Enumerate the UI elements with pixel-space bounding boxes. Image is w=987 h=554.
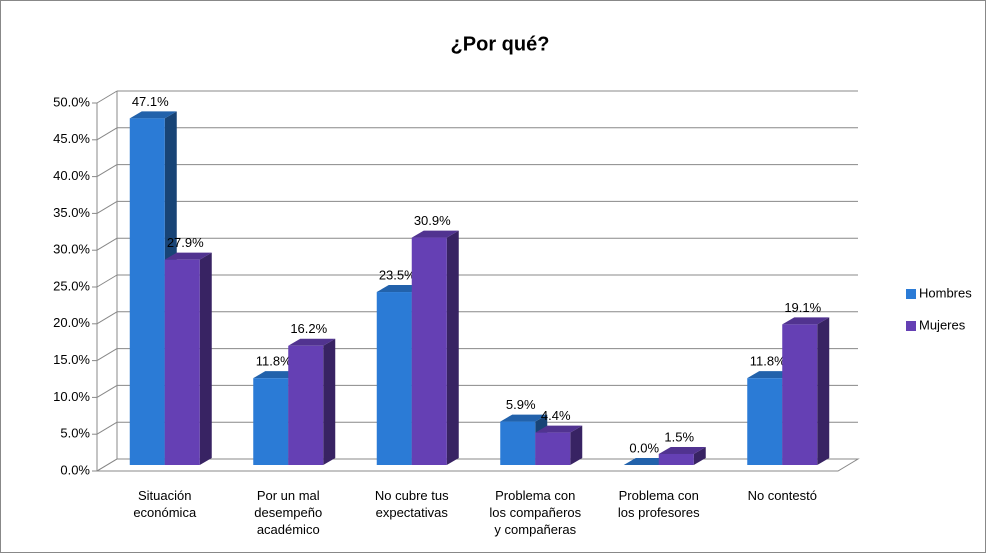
bar: [747, 378, 783, 465]
bar: [535, 432, 571, 465]
x-tick-label: No contestó: [747, 488, 817, 503]
bar: [129, 118, 165, 466]
bar-top: [500, 414, 548, 422]
y-tick-label: 25.0%: [53, 278, 90, 293]
y-tick-label: 45.0%: [53, 131, 90, 146]
y-tick-label: 0.0%: [60, 462, 90, 477]
bar-side: [693, 446, 706, 465]
y-tick-label: 5.0%: [60, 426, 90, 441]
grid-line-side: [96, 127, 118, 141]
legend-swatch: [906, 289, 916, 299]
bar-top: [782, 317, 830, 325]
grid-line-side: [96, 421, 118, 435]
data-label: 1.5%: [664, 429, 694, 444]
data-label: 11.8%: [750, 354, 786, 369]
y-tick-label: 35.0%: [53, 205, 90, 220]
bar: [164, 259, 200, 465]
data-label: 0.0%: [629, 440, 659, 455]
grid-line-side: [96, 348, 118, 362]
x-tick-label: Por un mal desempeño académico: [254, 488, 323, 537]
bar-top: [535, 425, 583, 433]
bar: [782, 324, 818, 465]
bar: [658, 453, 694, 465]
legend-label: Mujeres: [919, 317, 966, 332]
data-label: 5.9%: [506, 397, 536, 412]
data-label: 19.1%: [784, 300, 821, 315]
y-tick-label: 40.0%: [53, 168, 90, 183]
bar-side: [323, 338, 336, 465]
chart-title: ¿Por qué?: [451, 33, 550, 55]
bar: [500, 421, 536, 465]
data-label: 27.9%: [167, 235, 204, 250]
bar-side: [817, 317, 830, 465]
legend-label: Hombres: [919, 285, 972, 300]
bar: [253, 378, 289, 465]
data-label: 30.9%: [414, 213, 451, 228]
data-label: 47.1%: [132, 94, 169, 109]
data-label: 4.4%: [541, 408, 571, 423]
legend-swatch: [906, 321, 916, 331]
grid-line-side: [96, 274, 118, 288]
bar-side: [570, 425, 583, 465]
data-label: 23.5%: [379, 267, 416, 282]
y-tick-label: 10.0%: [53, 389, 90, 404]
bar-top: [658, 446, 706, 454]
bar: [376, 292, 412, 465]
bar-top: [164, 252, 212, 260]
x-tick-label: Problema con los compañeros y compañeras: [489, 488, 582, 537]
grid-line-side: [96, 200, 118, 214]
x-tick-label: Problema con los profesores: [617, 488, 700, 520]
bar: [411, 237, 447, 465]
grid-line-side: [96, 90, 118, 104]
grid-line-side: [96, 384, 118, 398]
data-label: 11.8%: [256, 354, 292, 369]
x-tick-label: Situación económica: [133, 488, 197, 520]
data-label: 16.2%: [290, 321, 327, 336]
bar-top: [411, 230, 459, 238]
y-tick-label: 50.0%: [53, 94, 90, 109]
y-tick-label: 20.0%: [53, 315, 90, 330]
bar-top: [129, 111, 177, 119]
grid-line-side: [96, 311, 118, 325]
x-tick-label: No cubre tus expectativas: [374, 488, 449, 520]
grid-line-side: [96, 164, 118, 178]
y-tick-label: 15.0%: [53, 352, 90, 367]
grid-line-side: [96, 237, 118, 251]
bar-top: [288, 338, 336, 346]
floor: [95, 458, 860, 472]
bar-side: [446, 230, 459, 465]
grid-line-side: [96, 458, 118, 472]
bar-side: [199, 252, 212, 465]
y-tick-label: 30.0%: [53, 242, 90, 257]
bar: [288, 345, 324, 465]
